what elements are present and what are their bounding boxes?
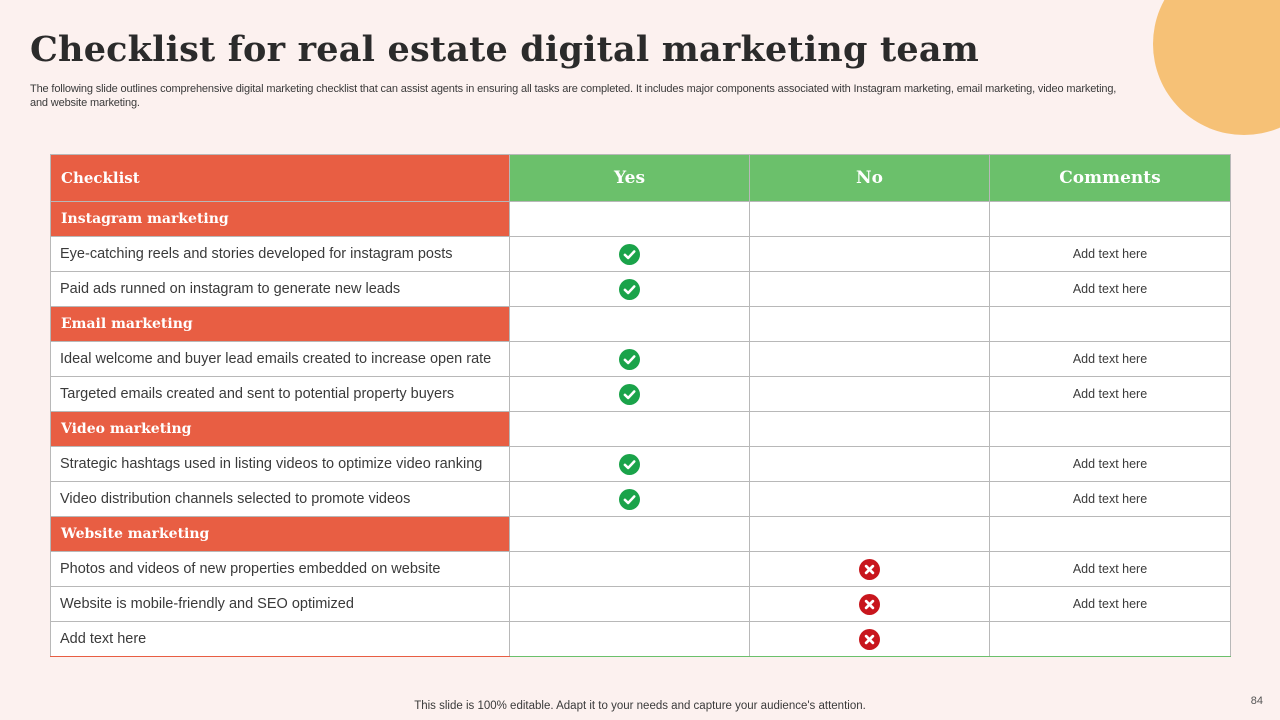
checklist-item-label: Paid ads runned on instagram to generate… bbox=[50, 271, 510, 307]
section-label: Email marketing bbox=[50, 306, 510, 342]
yes-cell bbox=[509, 341, 750, 377]
no-cell bbox=[749, 446, 990, 482]
empty-cell bbox=[989, 306, 1231, 342]
checklist-item-label: Add text here bbox=[50, 621, 510, 657]
empty-cell bbox=[509, 516, 750, 552]
empty-cell bbox=[989, 516, 1231, 552]
page-number: 84 bbox=[1250, 695, 1263, 707]
header-yes: Yes bbox=[509, 154, 750, 202]
yes-cell bbox=[509, 551, 750, 587]
x-circle-icon bbox=[859, 628, 880, 650]
checklist-item-label: Strategic hashtags used in listing video… bbox=[50, 446, 510, 482]
check-circle-icon bbox=[619, 243, 640, 265]
comment-cell: Add text here bbox=[989, 446, 1231, 482]
checklist-item-label: Targeted emails created and sent to pote… bbox=[50, 376, 510, 412]
section-row: Instagram marketing bbox=[50, 201, 1231, 237]
slide-subtitle: The following slide outlines comprehensi… bbox=[30, 83, 1117, 109]
comment-cell: Add text here bbox=[989, 481, 1231, 517]
no-cell bbox=[749, 551, 990, 587]
comment-cell: Add text here bbox=[989, 586, 1231, 622]
no-cell bbox=[749, 621, 990, 657]
comment-cell: Add text here bbox=[989, 341, 1231, 377]
checklist-item-label: Photos and videos of new properties embe… bbox=[50, 551, 510, 587]
section-label: Video marketing bbox=[50, 411, 510, 447]
no-cell bbox=[749, 271, 990, 307]
checklist-item-label: Ideal welcome and buyer lead emails crea… bbox=[50, 341, 510, 377]
check-circle-icon bbox=[619, 383, 640, 405]
table-row: Strategic hashtags used in listing video… bbox=[50, 446, 1231, 482]
yes-cell bbox=[509, 376, 750, 412]
section-label: Website marketing bbox=[50, 516, 510, 552]
check-circle-icon bbox=[619, 278, 640, 300]
section-label: Instagram marketing bbox=[50, 201, 510, 237]
table-row: Paid ads runned on instagram to generate… bbox=[50, 271, 1231, 307]
check-circle-icon bbox=[619, 453, 640, 475]
table-row: Website is mobile-friendly and SEO optim… bbox=[50, 586, 1231, 622]
checklist-item-label: Website is mobile-friendly and SEO optim… bbox=[50, 586, 510, 622]
table-body: Instagram marketing Eye-catching reels an… bbox=[50, 201, 1231, 657]
header-no: No bbox=[749, 154, 990, 202]
comment-cell: Add text here bbox=[989, 376, 1231, 412]
yes-cell bbox=[509, 481, 750, 517]
checklist-item-label: Video distribution channels selected to … bbox=[50, 481, 510, 517]
no-cell bbox=[749, 376, 990, 412]
empty-cell bbox=[749, 411, 990, 447]
empty-cell bbox=[509, 411, 750, 447]
empty-cell bbox=[989, 411, 1231, 447]
yes-cell bbox=[509, 446, 750, 482]
table-row: Targeted emails created and sent to pote… bbox=[50, 376, 1231, 412]
no-cell bbox=[749, 586, 990, 622]
slide-title: Checklist for real estate digital market… bbox=[30, 29, 979, 70]
table-header-row: Checklist Yes No Comments bbox=[50, 154, 1231, 202]
empty-cell bbox=[989, 201, 1231, 237]
empty-cell bbox=[749, 306, 990, 342]
header-comments: Comments bbox=[989, 154, 1231, 202]
section-row: Website marketing bbox=[50, 516, 1231, 552]
table-row: Video distribution channels selected to … bbox=[50, 481, 1231, 517]
checklist-table: Checklist Yes No Comments Instagram mark… bbox=[50, 154, 1231, 657]
comment-cell bbox=[989, 621, 1231, 657]
section-row: Email marketing bbox=[50, 306, 1231, 342]
empty-cell bbox=[749, 201, 990, 237]
x-circle-icon bbox=[859, 593, 880, 615]
check-circle-icon bbox=[619, 488, 640, 510]
table-row: Photos and videos of new properties embe… bbox=[50, 551, 1231, 587]
header-checklist: Checklist bbox=[50, 154, 510, 202]
check-circle-icon bbox=[619, 348, 640, 370]
footer-note: This slide is 100% editable. Adapt it to… bbox=[414, 700, 866, 712]
table-row: Eye-catching reels and stories developed… bbox=[50, 236, 1231, 272]
comment-cell: Add text here bbox=[989, 551, 1231, 587]
decorative-circle bbox=[1153, 0, 1280, 135]
yes-cell bbox=[509, 271, 750, 307]
no-cell bbox=[749, 481, 990, 517]
no-cell bbox=[749, 341, 990, 377]
empty-cell bbox=[749, 516, 990, 552]
table-row: Ideal welcome and buyer lead emails crea… bbox=[50, 341, 1231, 377]
yes-cell bbox=[509, 236, 750, 272]
comment-cell: Add text here bbox=[989, 271, 1231, 307]
comment-cell: Add text here bbox=[989, 236, 1231, 272]
yes-cell bbox=[509, 621, 750, 657]
x-circle-icon bbox=[859, 558, 880, 580]
checklist-item-label: Eye-catching reels and stories developed… bbox=[50, 236, 510, 272]
table-row: Add text here bbox=[50, 621, 1231, 657]
empty-cell bbox=[509, 201, 750, 237]
empty-cell bbox=[509, 306, 750, 342]
section-row: Video marketing bbox=[50, 411, 1231, 447]
no-cell bbox=[749, 236, 990, 272]
yes-cell bbox=[509, 586, 750, 622]
